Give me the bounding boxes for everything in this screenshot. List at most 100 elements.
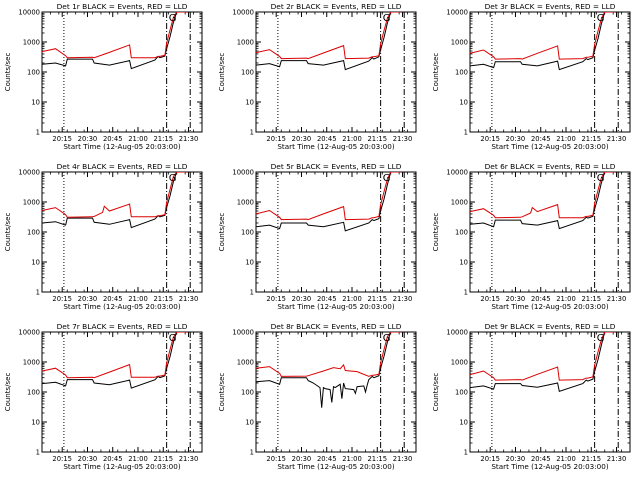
- panel-title: Det 9r BLACK = Events, RED = LLD: [485, 322, 616, 331]
- y-tick-label: 1000: [451, 199, 468, 207]
- x-tick-label: 21:00: [342, 135, 362, 143]
- x-tick-label: 20:15: [480, 455, 500, 463]
- detector-panel-5: Det 5r BLACK = Events, RED = LLD 1 10 100 10…: [218, 162, 417, 311]
- x-tick-label: 21:30: [393, 135, 413, 143]
- y-tick-label: 1: [36, 289, 40, 297]
- series-line-events: [470, 12, 615, 71]
- x-tick-label: 20:30: [78, 455, 98, 463]
- series-line-events: [256, 12, 401, 71]
- y-tick-label: 1000: [237, 39, 254, 47]
- x-tick-label: 21:15: [367, 295, 387, 303]
- y-axis-label: Counts/sec: [432, 213, 440, 252]
- detector-panel-9: Det 9r BLACK = Events, RED = LLD 1 10 100 10…: [432, 322, 631, 471]
- y-axis-label: Counts/sec: [218, 213, 226, 252]
- x-tick-label: 20:45: [531, 295, 551, 303]
- series-line-lld: [42, 12, 187, 59]
- y-axis-label: Counts/sec: [4, 373, 12, 412]
- x-axis-label: Start Time (12-Aug-05 20:03:00): [491, 302, 608, 311]
- x-tick-label: 21:30: [179, 455, 199, 463]
- x-tick-label: 20:45: [531, 135, 551, 143]
- detector-panel-7: Det 7r BLACK = Events, RED = LLD 1 10 100 10…: [4, 322, 203, 471]
- x-axis-label: Start Time (12-Aug-05 20:03:00): [63, 302, 180, 311]
- x-tick-label: 21:00: [556, 295, 576, 303]
- x-axis-label: Start Time (12-Aug-05 20:03:00): [491, 142, 608, 151]
- y-tick-label: 1000: [451, 39, 468, 47]
- x-tick-label: 20:30: [78, 135, 98, 143]
- x-axis-label: Start Time (12-Aug-05 20:03:00): [63, 462, 180, 471]
- detector-panel-2: Det 2r BLACK = Events, RED = LLD 1 10 100 10…: [218, 2, 417, 151]
- x-tick-label: 20:15: [266, 135, 286, 143]
- y-tick-label: 1000: [23, 359, 40, 367]
- y-axis-label: Counts/sec: [4, 53, 12, 92]
- y-axis-label: Counts/sec: [432, 53, 440, 92]
- x-tick-label: 21:30: [179, 135, 199, 143]
- y-tick-label: 100: [241, 229, 254, 237]
- x-tick-label: 21:30: [393, 295, 413, 303]
- series-line-events: [42, 172, 187, 229]
- x-tick-label: 21:15: [581, 135, 601, 143]
- y-tick-label: 10: [459, 419, 468, 427]
- annotation-label: G: [597, 13, 605, 24]
- x-tick-label: 21:30: [607, 295, 627, 303]
- panel-title: Det 8r BLACK = Events, RED = LLD: [271, 322, 402, 331]
- y-tick-label: 10000: [18, 329, 40, 337]
- x-axis-label: Start Time (12-Aug-05 20:03:00): [277, 142, 394, 151]
- y-tick-label: 100: [241, 389, 254, 397]
- annotation-label: G: [169, 13, 177, 24]
- y-tick-label: 1000: [451, 359, 468, 367]
- y-tick-label: 10: [245, 419, 254, 427]
- series-line-lld: [256, 332, 401, 377]
- x-axis-label: Start Time (12-Aug-05 20:03:00): [277, 462, 394, 471]
- x-tick-label: 21:00: [128, 295, 148, 303]
- annotation-label: G: [383, 173, 391, 184]
- y-tick-label: 10000: [232, 329, 254, 337]
- y-tick-label: 1: [250, 449, 254, 457]
- series-line-lld: [470, 332, 615, 381]
- y-tick-label: 100: [455, 389, 468, 397]
- panel-title: Det 2r BLACK = Events, RED = LLD: [271, 2, 402, 11]
- x-tick-label: 21:15: [581, 295, 601, 303]
- y-axis-label: Counts/sec: [218, 53, 226, 92]
- y-tick-label: 10000: [446, 9, 468, 17]
- x-tick-label: 20:15: [52, 135, 72, 143]
- x-tick-label: 21:30: [607, 455, 627, 463]
- detector-panel-8: Det 8r BLACK = Events, RED = LLD 1 10 100 10…: [218, 322, 417, 471]
- y-tick-label: 10: [245, 259, 254, 267]
- y-tick-label: 1000: [237, 359, 254, 367]
- x-tick-label: 21:00: [556, 135, 576, 143]
- annotation-label: G: [169, 173, 177, 184]
- y-tick-label: 1: [464, 129, 468, 137]
- x-tick-label: 20:30: [506, 135, 526, 143]
- x-tick-label: 20:45: [103, 295, 123, 303]
- x-tick-label: 21:30: [393, 455, 413, 463]
- x-tick-label: 20:45: [103, 135, 123, 143]
- series-line-events: [42, 332, 187, 389]
- annotation-label: G: [169, 333, 177, 344]
- x-tick-label: 20:15: [480, 295, 500, 303]
- panel-title: Det 4r BLACK = Events, RED = LLD: [57, 162, 188, 171]
- series-line-events: [42, 12, 187, 70]
- panel-title: Det 5r BLACK = Events, RED = LLD: [271, 162, 402, 171]
- x-tick-label: 20:45: [531, 455, 551, 463]
- y-tick-label: 10000: [18, 169, 40, 177]
- series-line-events: [256, 172, 401, 232]
- detector-panel-6: Det 6r BLACK = Events, RED = LLD 1 10 100 10…: [432, 162, 631, 311]
- y-tick-label: 1: [250, 289, 254, 297]
- x-tick-label: 20:30: [292, 455, 312, 463]
- x-tick-label: 20:15: [480, 135, 500, 143]
- series-line-lld: [256, 12, 401, 60]
- y-tick-label: 1: [464, 289, 468, 297]
- x-tick-label: 21:15: [581, 455, 601, 463]
- y-tick-label: 100: [27, 229, 40, 237]
- y-tick-label: 100: [455, 229, 468, 237]
- x-tick-label: 21:00: [342, 455, 362, 463]
- series-line-lld: [42, 172, 187, 218]
- x-tick-label: 20:30: [506, 295, 526, 303]
- y-tick-label: 10: [459, 259, 468, 267]
- y-tick-label: 100: [241, 69, 254, 77]
- x-tick-label: 20:30: [292, 295, 312, 303]
- x-tick-label: 21:00: [128, 455, 148, 463]
- y-tick-label: 10: [31, 259, 40, 267]
- x-tick-label: 20:45: [317, 135, 337, 143]
- series-line-lld: [42, 332, 187, 379]
